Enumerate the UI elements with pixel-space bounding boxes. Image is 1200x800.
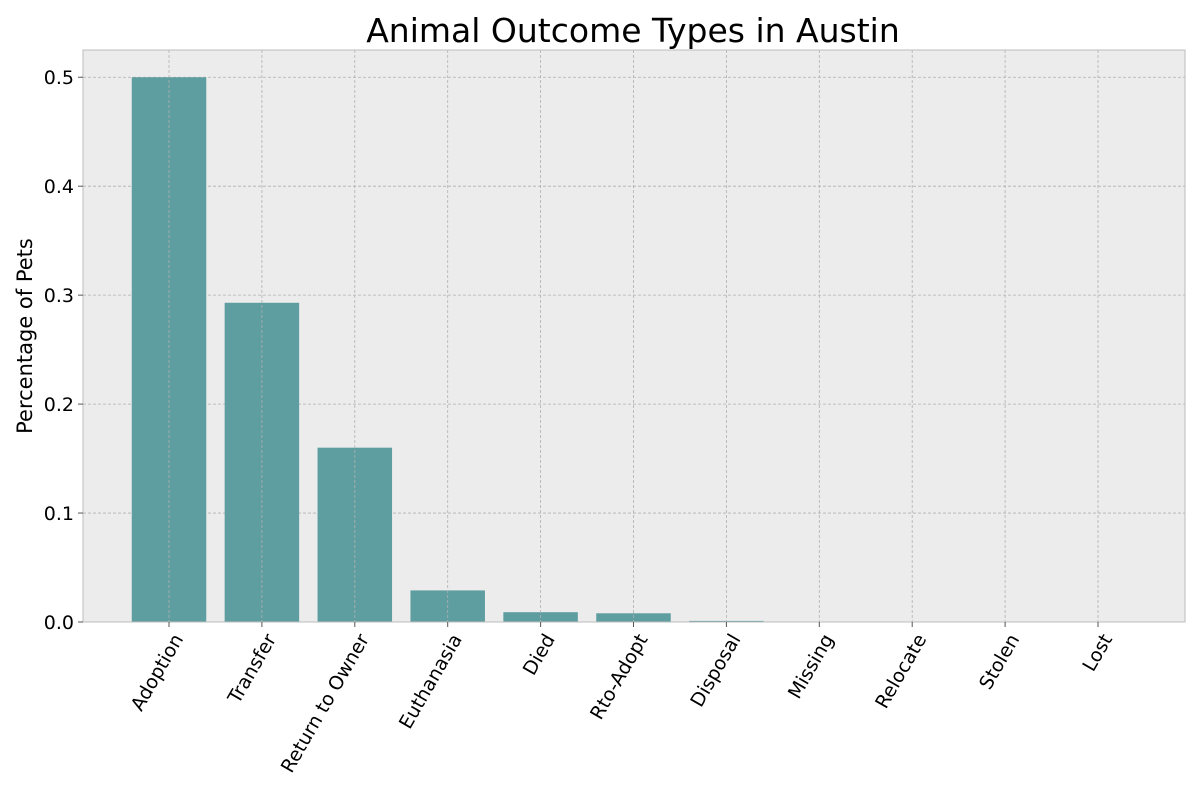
x-tick-label: Lost <box>1078 630 1117 675</box>
x-tick-label: Disposal <box>686 630 745 711</box>
y-axis-label: Percentage of Pets <box>13 238 37 434</box>
x-tick-label: Stolen <box>975 630 1024 693</box>
y-axis-ticks: 0.0 0.1 0.2 0.3 0.4 0.5 <box>44 67 83 634</box>
x-tick-label: Died <box>519 630 560 679</box>
y-tick-label: 0.5 <box>44 67 74 89</box>
x-tick-label: Relocate <box>871 630 931 712</box>
y-tick-label: 0.2 <box>44 394 74 416</box>
x-tick-label: Return to Owner <box>277 630 374 776</box>
x-grid <box>168 50 1099 622</box>
x-tick-label: Rto-Adopt <box>586 630 653 723</box>
x-tick-label: Missing <box>784 630 838 702</box>
x-tick-label: Transfer <box>223 630 281 708</box>
x-tick-label: Euthanasia <box>395 630 467 733</box>
chart-title: Animal Outcome Types in Austin <box>366 11 900 50</box>
y-tick-label: 0.4 <box>44 176 74 198</box>
x-tick-label: Adoption <box>127 630 188 714</box>
y-tick-label: 0.1 <box>44 503 74 525</box>
y-tick-label: 0.3 <box>44 285 74 307</box>
y-tick-label: 0.0 <box>44 612 74 634</box>
